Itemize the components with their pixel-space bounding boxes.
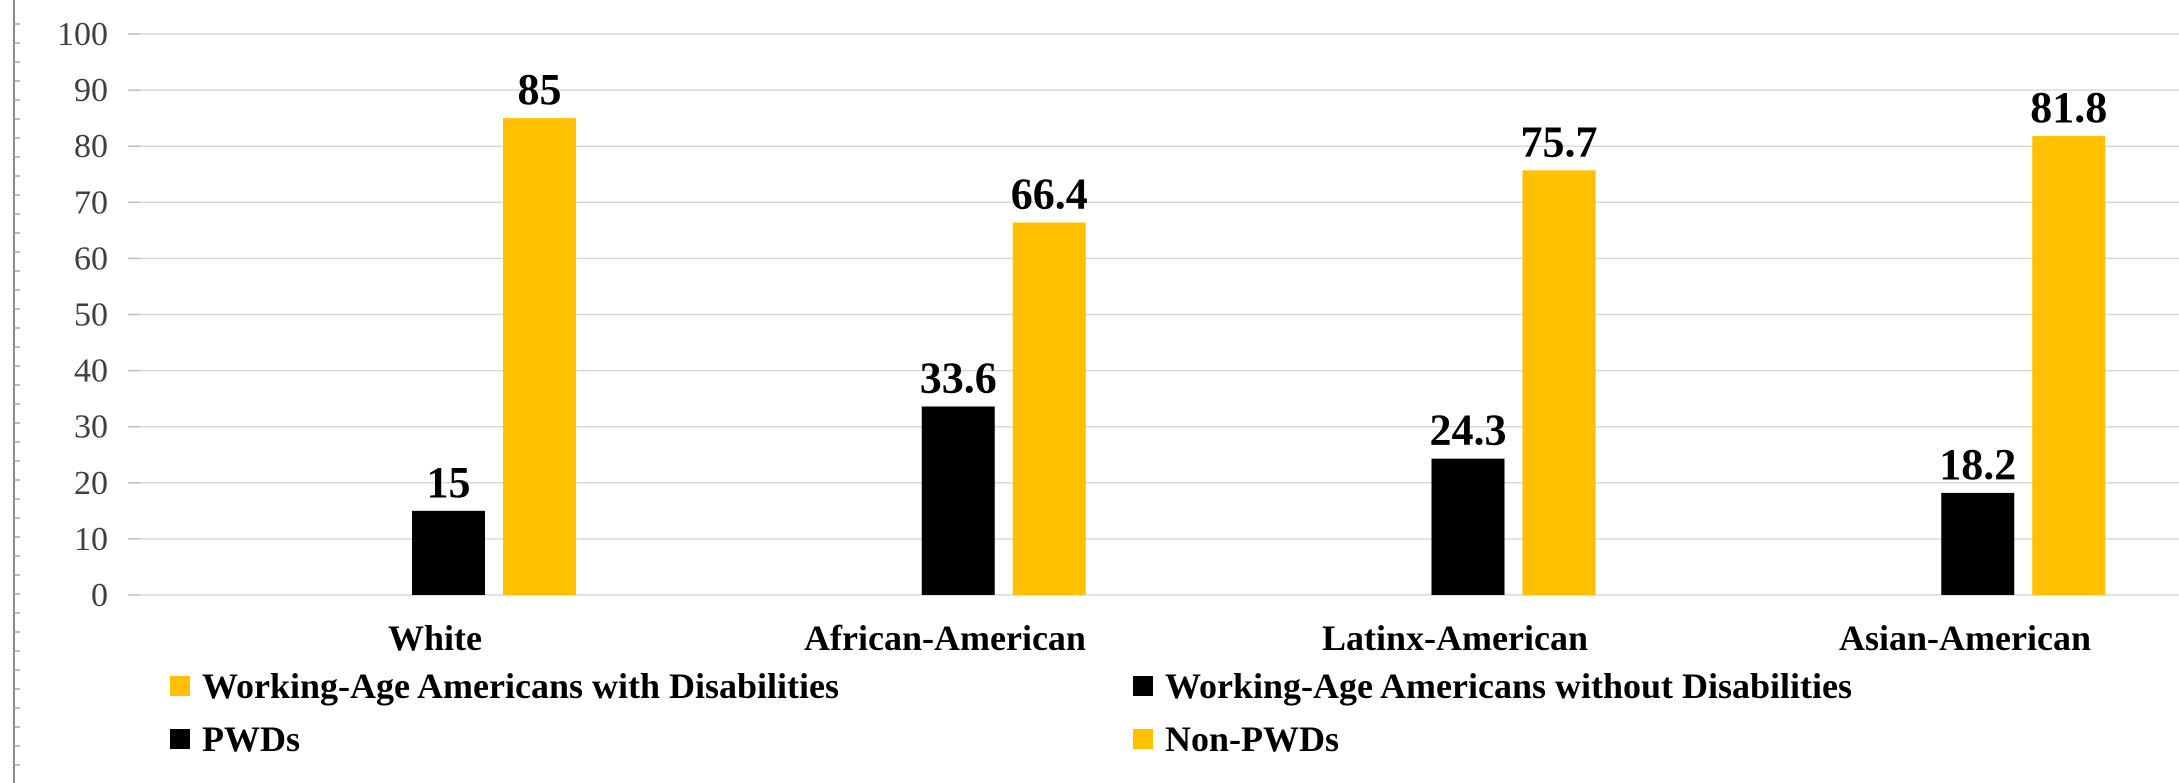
left-axis-ticks <box>14 23 20 766</box>
category-label: Asian-American <box>1839 618 2091 658</box>
bar-non-pwds-0 <box>503 118 576 596</box>
y-tick-label: 30 <box>74 409 108 446</box>
y-tick-label: 100 <box>57 16 108 53</box>
legend-label: Working-Age Americans without Disabiliti… <box>1165 666 1852 706</box>
data-label: 75.7 <box>1521 117 1598 166</box>
bar-non-pwds-2 <box>1522 170 1596 595</box>
data-label: 85 <box>518 65 562 114</box>
legend-swatch <box>170 676 190 696</box>
bar-pwds-1 <box>921 406 995 595</box>
y-tick-label: 10 <box>74 521 108 558</box>
y-tick-label: 50 <box>74 297 108 334</box>
legend: Working-Age Americans with Disabilities W… <box>170 666 1852 759</box>
y-tick-label: 70 <box>74 184 108 221</box>
y-tick-label: 90 <box>74 72 108 109</box>
y-axis-labels: 0 10 20 30 40 50 60 70 80 90 100 <box>57 16 108 614</box>
bar-non-pwds-1 <box>1012 222 1086 595</box>
legend-swatch <box>1133 729 1153 749</box>
bar-non-pwds-3 <box>2032 136 2106 596</box>
category-label: African-American <box>804 618 1086 658</box>
legend-label: PWDs <box>202 719 300 759</box>
bar-pwds-0 <box>412 510 485 595</box>
legend-label: Working-Age Americans with Disabilities <box>202 666 839 706</box>
data-label: 15 <box>427 458 471 507</box>
y-tick-label: 20 <box>74 465 108 502</box>
category-label: White <box>388 618 482 658</box>
data-label: 24.3 <box>1430 406 1507 455</box>
data-label: 18.2 <box>1939 440 2016 489</box>
bars <box>412 118 2106 596</box>
y-tick-label: 60 <box>74 240 108 277</box>
legend-label: Non-PWDs <box>1165 719 1339 759</box>
data-label: 33.6 <box>920 354 997 403</box>
category-label: Latinx-American <box>1322 618 1588 658</box>
y-tick-label: 0 <box>91 577 108 614</box>
y-tick-label: 40 <box>74 353 108 390</box>
data-label: 81.8 <box>2030 83 2107 132</box>
data-labels: 15 85 33.6 66.4 24.3 75.7 18.2 81.8 <box>427 65 2108 507</box>
category-labels: White African-American Latinx-American Asia… <box>388 618 2091 658</box>
legend-swatch <box>1133 676 1153 696</box>
bar-pwds-2 <box>1431 458 1505 595</box>
legend-swatch <box>170 729 190 749</box>
y-tick-label: 80 <box>74 128 108 165</box>
bar-pwds-3 <box>1941 492 2015 595</box>
data-label: 66.4 <box>1011 169 1088 218</box>
